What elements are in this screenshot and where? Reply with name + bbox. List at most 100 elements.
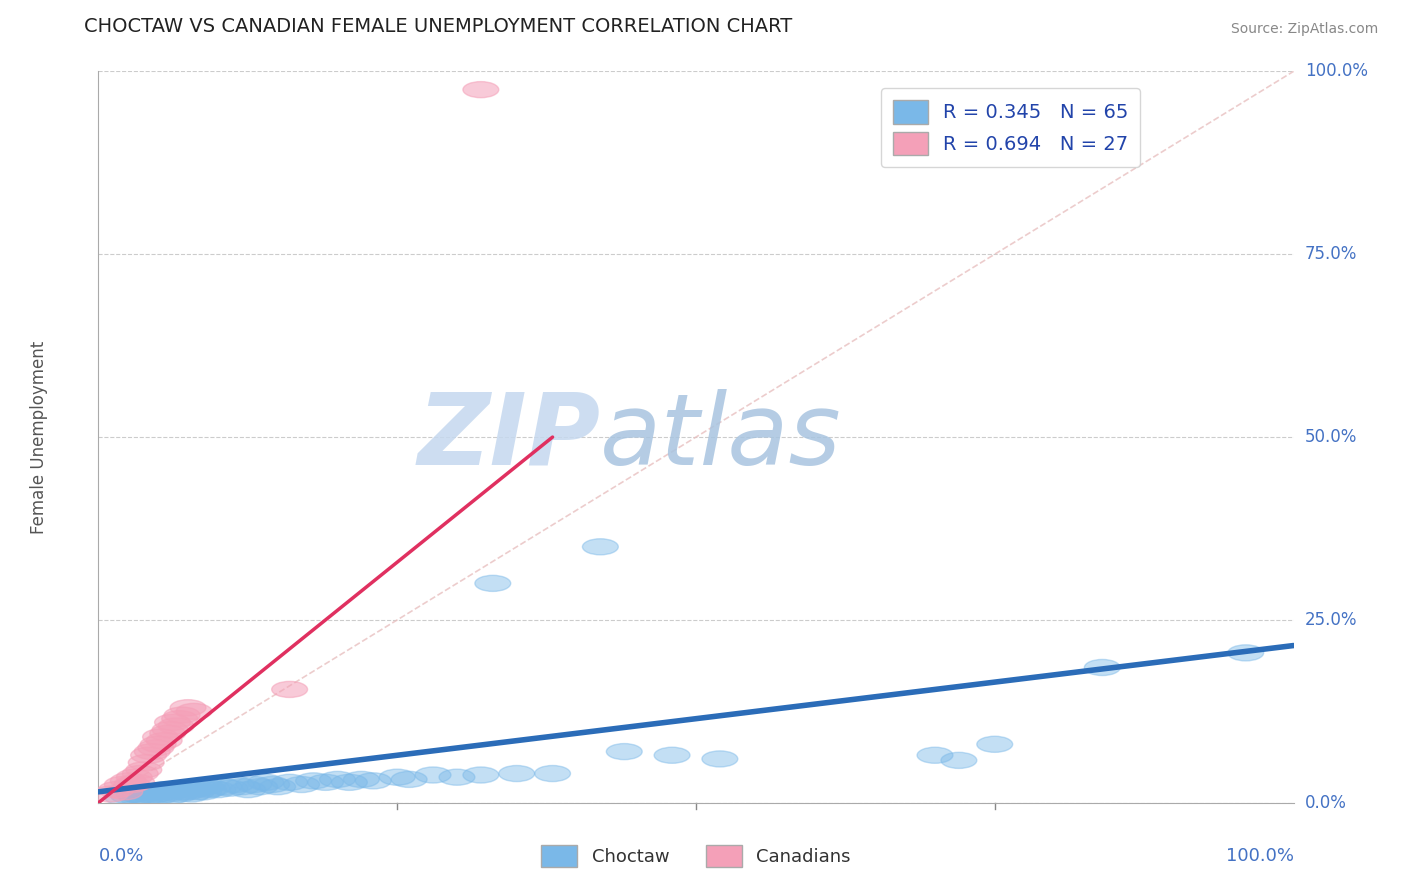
Text: 100.0%: 100.0% xyxy=(1305,62,1368,80)
Ellipse shape xyxy=(127,762,162,778)
Ellipse shape xyxy=(122,788,159,804)
Ellipse shape xyxy=(212,780,247,797)
Ellipse shape xyxy=(183,780,218,797)
Text: atlas: atlas xyxy=(600,389,842,485)
Ellipse shape xyxy=(207,779,242,795)
Ellipse shape xyxy=(104,776,141,793)
Ellipse shape xyxy=(356,772,391,789)
Text: ZIP: ZIP xyxy=(418,389,600,485)
Ellipse shape xyxy=(141,736,176,752)
Ellipse shape xyxy=(155,788,190,804)
Text: 25.0%: 25.0% xyxy=(1305,611,1357,629)
Ellipse shape xyxy=(131,747,166,764)
Ellipse shape xyxy=(155,714,190,731)
Text: Female Unemployment: Female Unemployment xyxy=(30,341,48,533)
Ellipse shape xyxy=(702,751,738,767)
Ellipse shape xyxy=(162,786,198,802)
Ellipse shape xyxy=(1227,645,1264,661)
Ellipse shape xyxy=(917,747,953,764)
Ellipse shape xyxy=(463,767,499,783)
Ellipse shape xyxy=(114,776,150,793)
Ellipse shape xyxy=(110,772,146,789)
Ellipse shape xyxy=(499,765,534,781)
Ellipse shape xyxy=(98,781,135,797)
Ellipse shape xyxy=(343,772,380,788)
Ellipse shape xyxy=(122,765,159,781)
Ellipse shape xyxy=(332,774,367,790)
Ellipse shape xyxy=(127,784,162,800)
Ellipse shape xyxy=(439,769,475,785)
Ellipse shape xyxy=(271,681,308,698)
Ellipse shape xyxy=(194,780,231,797)
Text: Source: ZipAtlas.com: Source: ZipAtlas.com xyxy=(1230,21,1378,36)
Ellipse shape xyxy=(142,729,179,745)
Ellipse shape xyxy=(142,788,179,804)
Text: 0.0%: 0.0% xyxy=(98,847,143,864)
Ellipse shape xyxy=(138,739,174,756)
Ellipse shape xyxy=(284,776,319,793)
Ellipse shape xyxy=(654,747,690,764)
Ellipse shape xyxy=(319,772,356,788)
Ellipse shape xyxy=(131,786,166,802)
Ellipse shape xyxy=(176,703,212,720)
Ellipse shape xyxy=(117,786,152,802)
Ellipse shape xyxy=(236,776,271,793)
Ellipse shape xyxy=(179,784,214,800)
Ellipse shape xyxy=(118,789,155,805)
Ellipse shape xyxy=(941,752,977,768)
Ellipse shape xyxy=(200,781,236,797)
Ellipse shape xyxy=(110,788,146,804)
Ellipse shape xyxy=(170,699,207,715)
Ellipse shape xyxy=(463,81,499,98)
Ellipse shape xyxy=(186,784,222,800)
Ellipse shape xyxy=(247,774,284,790)
Ellipse shape xyxy=(93,786,128,802)
Ellipse shape xyxy=(117,769,152,785)
Ellipse shape xyxy=(118,774,155,790)
Ellipse shape xyxy=(135,788,170,804)
Ellipse shape xyxy=(162,711,198,727)
Legend: Choctaw, Canadians: Choctaw, Canadians xyxy=(534,838,858,874)
Ellipse shape xyxy=(170,784,207,800)
Ellipse shape xyxy=(254,776,290,793)
Ellipse shape xyxy=(165,707,200,723)
Ellipse shape xyxy=(415,767,451,783)
Ellipse shape xyxy=(977,736,1012,752)
Ellipse shape xyxy=(138,784,174,800)
Ellipse shape xyxy=(582,539,619,555)
Ellipse shape xyxy=(104,789,141,805)
Text: 0.0%: 0.0% xyxy=(1305,794,1347,812)
Ellipse shape xyxy=(218,776,254,793)
Text: CHOCTAW VS CANADIAN FEMALE UNEMPLOYMENT CORRELATION CHART: CHOCTAW VS CANADIAN FEMALE UNEMPLOYMENT … xyxy=(84,17,793,36)
Ellipse shape xyxy=(146,781,183,797)
Ellipse shape xyxy=(152,784,188,800)
Text: 100.0%: 100.0% xyxy=(1226,847,1294,864)
Ellipse shape xyxy=(128,755,165,771)
Ellipse shape xyxy=(150,725,186,741)
Ellipse shape xyxy=(135,744,170,760)
Ellipse shape xyxy=(380,769,415,785)
Ellipse shape xyxy=(1084,659,1121,675)
Text: 75.0%: 75.0% xyxy=(1305,245,1357,263)
Ellipse shape xyxy=(146,732,183,748)
Ellipse shape xyxy=(308,774,343,790)
Ellipse shape xyxy=(159,781,194,797)
Ellipse shape xyxy=(174,786,209,802)
Ellipse shape xyxy=(260,779,295,795)
Ellipse shape xyxy=(159,718,194,734)
Ellipse shape xyxy=(606,744,643,760)
Ellipse shape xyxy=(188,779,224,795)
Ellipse shape xyxy=(391,772,427,788)
Ellipse shape xyxy=(152,722,188,738)
Ellipse shape xyxy=(166,780,202,797)
Ellipse shape xyxy=(176,781,212,797)
Ellipse shape xyxy=(107,784,142,800)
Text: 50.0%: 50.0% xyxy=(1305,428,1357,446)
Ellipse shape xyxy=(128,789,165,805)
Ellipse shape xyxy=(190,781,226,797)
Ellipse shape xyxy=(224,779,260,795)
Ellipse shape xyxy=(242,779,278,795)
Ellipse shape xyxy=(271,774,308,790)
Ellipse shape xyxy=(141,786,176,802)
Ellipse shape xyxy=(475,575,510,591)
